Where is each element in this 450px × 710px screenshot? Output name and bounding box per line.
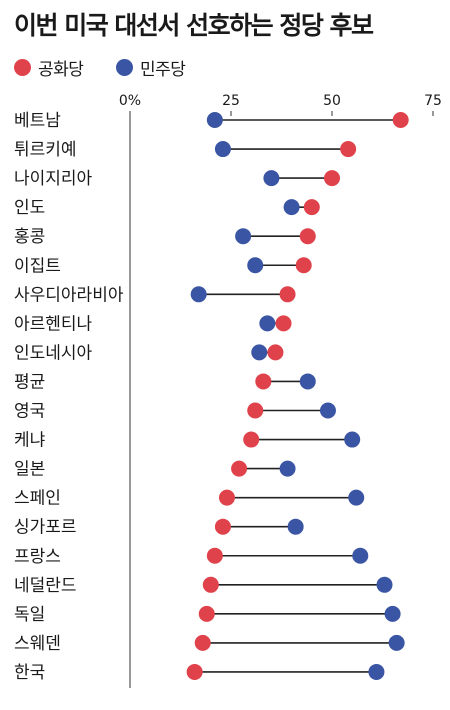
category-label: 튀르키예 xyxy=(14,140,77,160)
legend-item-republican: 공화당 xyxy=(14,56,84,80)
legend-label-republican: 공화당 xyxy=(38,59,84,80)
democrat-point xyxy=(259,315,276,332)
legend-item-democrat: 민주당 xyxy=(116,56,186,80)
legend-dot-democrat xyxy=(116,58,133,76)
democrat-point xyxy=(287,518,304,535)
category-label: 인도 xyxy=(14,198,45,218)
category-label: 홍콩 xyxy=(14,227,45,247)
democrat-point xyxy=(251,344,268,361)
category-label: 베트남 xyxy=(14,111,61,131)
republican-point xyxy=(198,605,215,622)
democrat-point xyxy=(344,431,361,448)
democrat-point xyxy=(299,373,316,390)
x-tick-label: 25 xyxy=(222,93,240,109)
category-label: 이집트 xyxy=(14,256,61,276)
democrat-point xyxy=(279,460,296,477)
category-label: 스페인 xyxy=(14,489,61,509)
chart-title: 이번 미국 대선서 선호하는 정당 후보 xyxy=(14,11,374,40)
x-tick-label: 50 xyxy=(323,93,341,109)
republican-point xyxy=(218,489,235,506)
republican-point xyxy=(243,431,260,448)
democrat-point xyxy=(247,257,264,274)
category-label: 스웨덴 xyxy=(14,634,61,654)
republican-point xyxy=(214,518,231,535)
democrat-point xyxy=(190,286,207,303)
republican-point xyxy=(340,141,357,158)
republican-point xyxy=(299,228,316,245)
democrat-point xyxy=(368,663,385,680)
republican-point xyxy=(303,199,320,216)
republican-point xyxy=(202,576,219,593)
republican-point xyxy=(279,286,296,303)
republican-point xyxy=(186,663,203,680)
democrat-point xyxy=(235,228,252,245)
democrat-point xyxy=(319,402,336,419)
democrat-point xyxy=(388,634,405,651)
democrat-point xyxy=(263,170,280,187)
category-label: 싱가포르 xyxy=(14,518,77,538)
category-label: 한국 xyxy=(14,663,45,683)
x-tick-label: 0% xyxy=(119,93,141,109)
category-label: 케냐 xyxy=(14,431,46,451)
democrat-point xyxy=(376,576,393,593)
category-label: 일본 xyxy=(14,460,45,480)
category-label: 아르헨티나 xyxy=(14,314,93,334)
democrat-point xyxy=(214,141,231,158)
republican-point xyxy=(247,402,264,419)
category-label: 네덜란드 xyxy=(14,576,77,596)
republican-point xyxy=(255,373,272,390)
republican-point xyxy=(295,257,312,274)
republican-point xyxy=(275,315,292,332)
category-label: 나이지리아 xyxy=(14,169,93,189)
x-tick-label: 75 xyxy=(424,93,442,109)
republican-point xyxy=(267,344,284,361)
legend-label-democrat: 민주당 xyxy=(140,59,186,80)
legend-dot-republican xyxy=(14,58,31,76)
republican-point xyxy=(392,112,409,128)
category-label: 영국 xyxy=(14,402,45,422)
democrat-point xyxy=(384,605,401,622)
republican-point xyxy=(194,634,211,651)
republican-point xyxy=(206,547,223,564)
democrat-point xyxy=(206,112,223,128)
category-label: 평균 xyxy=(14,372,45,392)
category-label: 사우디아라비아 xyxy=(14,285,124,305)
category-label: 인도네시아 xyxy=(14,343,93,363)
democrat-point xyxy=(283,199,300,216)
republican-point xyxy=(324,170,340,187)
category-label: 프랑스 xyxy=(14,547,61,567)
republican-point xyxy=(231,460,248,477)
category-label: 독일 xyxy=(14,605,45,625)
democrat-point xyxy=(348,489,365,506)
democrat-point xyxy=(352,547,369,564)
